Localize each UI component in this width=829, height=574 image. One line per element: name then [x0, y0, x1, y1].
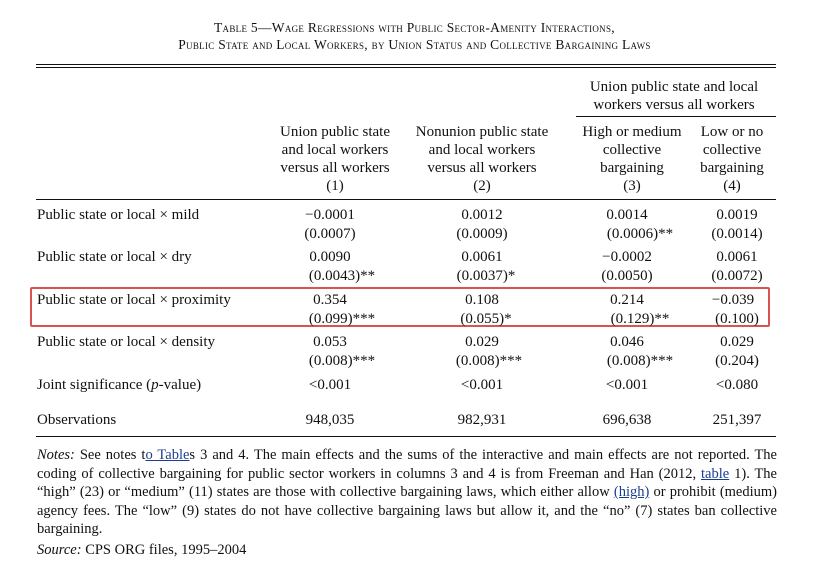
se-mild-col2: (0.0009) [456, 226, 508, 242]
coef-proximity-col1: 0.354 [313, 292, 347, 308]
notes-label: Notes: [37, 447, 75, 463]
row-label-observations: Observations [37, 412, 117, 428]
spanner-line-1: Union public state and local [589, 79, 759, 95]
row-label-mild: Public state or local × mild [37, 207, 200, 223]
obs-col4: 251,397 [712, 412, 762, 428]
col4-header-l3: bargaining [700, 160, 764, 176]
se-dry-col2: (0.0037)* [456, 268, 516, 284]
coef-density-col2: 0.029 [465, 334, 499, 350]
joint-col4: <0.080 [715, 377, 759, 393]
col2-header-l1: Nonunion public state [415, 124, 549, 140]
obs-col2: 982,931 [457, 412, 507, 428]
se-dry-col1: (0.0043)** [308, 268, 376, 284]
obs-col1: 948,035 [305, 412, 355, 428]
coef-mild-col1: −0.0001 [305, 207, 355, 223]
header-rule [36, 199, 776, 200]
col1-header-l3: versus all workers [280, 160, 390, 176]
se-proximity-col1: (0.099)*** [308, 311, 376, 327]
spanner-line-2: workers versus all workers [593, 97, 755, 113]
coef-proximity-col4: −0.039 [711, 292, 755, 308]
col2-header-l3: versus all workers [427, 160, 537, 176]
coef-dry-col2: 0.0061 [461, 249, 503, 265]
link-high[interactable]: (high) [613, 484, 650, 500]
bottom-rule [36, 436, 776, 437]
col1-number: (1) [326, 178, 344, 194]
col4-header-l1: Low or no [700, 124, 764, 140]
link-to-tables[interactable]: o Table [145, 447, 190, 463]
se-mild-col1: (0.0007) [304, 226, 356, 242]
coef-dry-col1: 0.0090 [309, 249, 351, 265]
coef-proximity-col3: 0.214 [610, 292, 644, 308]
coef-dry-col4: 0.0061 [716, 249, 758, 265]
coef-mild-col4: 0.0019 [716, 207, 758, 223]
coef-mild-col3: 0.0014 [606, 207, 648, 223]
table-notes: Notes: See notes to Tables 3 and 4. The … [37, 447, 778, 537]
spanner-rule [576, 116, 776, 117]
table-title-line-2: Public State and Local Workers, by Union… [178, 37, 651, 52]
col3-header-l3: bargaining [600, 160, 664, 176]
col2-number: (2) [473, 178, 491, 194]
table-title-line-1: Table 5—Wage Regressions with Public Sec… [214, 20, 615, 35]
col3-number: (3) [623, 178, 641, 194]
col3-header-l1: High or medium [582, 124, 682, 140]
link-table[interactable]: table [701, 465, 730, 482]
se-density-col1: (0.008)*** [308, 353, 376, 369]
row-label-proximity: Public state or local × proximity [37, 292, 231, 308]
obs-col3: 696,638 [602, 412, 652, 428]
coef-dry-col3: −0.0002 [602, 249, 652, 265]
table-source: Source: CPS ORG files, 1995–2004 [37, 542, 247, 558]
row-label-dry: Public state or local × dry [37, 249, 192, 265]
se-dry-col4: (0.0072) [711, 268, 763, 284]
coef-density-col1: 0.053 [313, 334, 347, 350]
col3-header-l2: collective [602, 142, 662, 158]
joint-col3: <0.001 [605, 377, 649, 393]
joint-col1: <0.001 [308, 377, 352, 393]
joint-col2: <0.001 [460, 377, 504, 393]
se-proximity-col4: (0.100) [715, 311, 759, 327]
col1-header-l2: and local workers [281, 142, 389, 158]
row-label-joint-significance: Joint significance (p-value) [37, 377, 202, 393]
coef-density-col3: 0.046 [610, 334, 644, 350]
col4-number: (4) [723, 178, 741, 194]
se-mild-col4: (0.0014) [711, 226, 763, 242]
se-proximity-col3: (0.129)** [610, 311, 670, 327]
se-density-col4: (0.204) [715, 353, 759, 369]
coef-density-col4: 0.029 [720, 334, 754, 350]
top-rule-second [36, 67, 776, 68]
coef-proximity-col2: 0.108 [465, 292, 499, 308]
row-label-density: Public state or local × density [37, 334, 216, 350]
se-mild-col3: (0.0006)** [606, 226, 674, 242]
col4-header-l2: collective [702, 142, 762, 158]
se-dry-col3: (0.0050) [601, 268, 653, 284]
highlight-box-proximity [30, 287, 770, 327]
col2-header-l2: and local workers [428, 142, 536, 158]
coef-mild-col2: 0.0012 [461, 207, 503, 223]
se-density-col3: (0.008)*** [606, 353, 674, 369]
top-rule [36, 64, 776, 65]
col1-header-l1: Union public state [280, 124, 390, 140]
se-proximity-col2: (0.055)* [460, 311, 512, 327]
se-density-col2: (0.008)*** [455, 353, 523, 369]
